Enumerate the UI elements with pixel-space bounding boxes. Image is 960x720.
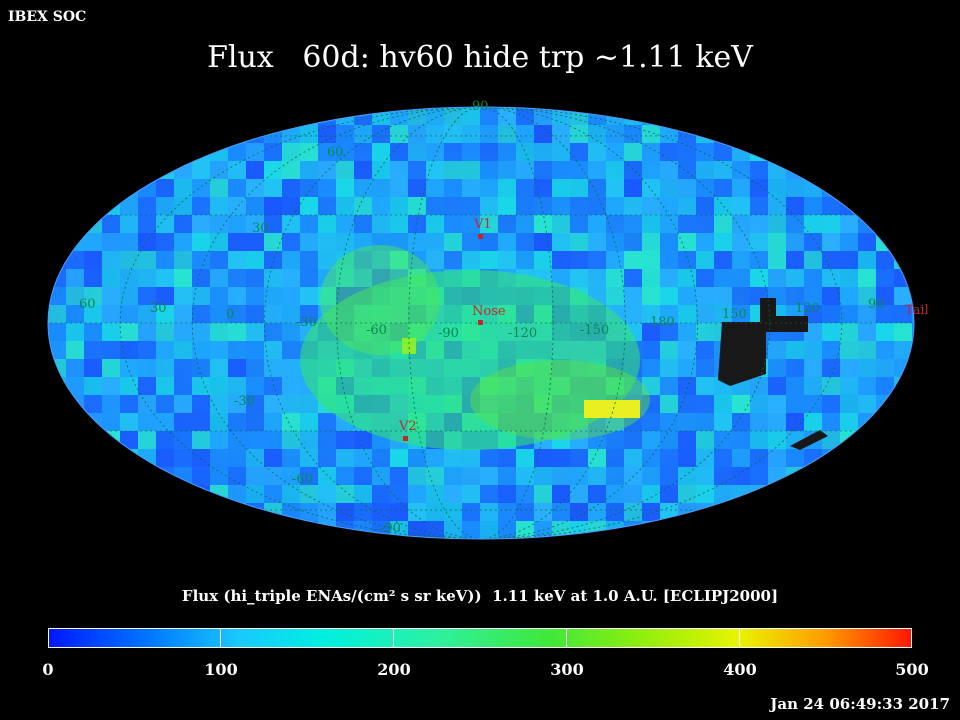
colorbar-tick: [393, 629, 394, 647]
v1-marker: [478, 234, 483, 239]
colorbar-tick-label: 400: [723, 660, 757, 679]
colorbar-label: Flux (hi_triple ENAs/(cm² s sr keV)) 1.1…: [181, 587, 779, 605]
timestamp: Jan 24 06:49:33 2017: [770, 695, 950, 713]
v1-label: V1: [473, 217, 492, 232]
lon-label: 180: [650, 315, 675, 330]
lat-label: 90: [472, 99, 489, 114]
colorbar-tick-label: 200: [377, 660, 411, 679]
colorbar-tick: [739, 629, 740, 647]
lon-label: 150: [722, 307, 747, 322]
lon-label: 120: [795, 301, 820, 316]
colorbar-tick-label: 0: [42, 660, 54, 679]
missing-data-region: [790, 430, 828, 450]
lon-label: -90: [438, 326, 459, 341]
colorbar-tick-label: 500: [895, 660, 929, 679]
v2-marker: [403, 436, 408, 441]
lat-label: -30: [234, 394, 255, 409]
map-outline: [47, 106, 915, 540]
colorbar: [48, 628, 912, 648]
lon-label: -30: [296, 315, 317, 330]
colorbar-tick-label: 300: [550, 660, 584, 679]
nose-marker: [478, 320, 483, 325]
missing-data-region: [718, 298, 808, 386]
lat-label: -60: [292, 472, 313, 487]
nose-label: Nose: [472, 304, 506, 319]
tail-label: Tail: [905, 303, 929, 318]
colorbar-tick: [566, 629, 567, 647]
flux-pixels: [48, 107, 914, 539]
lon-label: -60: [366, 323, 387, 338]
colorbar-tick-label: 100: [204, 660, 238, 679]
map-title: Flux 60d: hv60 hide trp ~1.11 keV: [207, 40, 753, 75]
colorbar-tick: [220, 629, 221, 647]
lon-label: 90: [868, 297, 885, 312]
org-label: IBEX SOC: [8, 9, 87, 25]
lon-label: -120: [508, 326, 537, 341]
lon-label: 0: [226, 307, 234, 322]
lat-label: -90: [380, 521, 401, 536]
lon-label: -150: [580, 323, 609, 338]
flux-hotspot: [584, 400, 640, 418]
lon-label: 30: [150, 301, 167, 316]
v2-label: V2: [398, 419, 417, 434]
lon-label: 60: [79, 297, 96, 312]
lat-label: 60: [327, 145, 344, 160]
sky-map: 90 60 30 -30 -60 -90 60 30 0 -30 -60 -90…: [47, 99, 929, 540]
lat-label: 30: [252, 221, 269, 236]
